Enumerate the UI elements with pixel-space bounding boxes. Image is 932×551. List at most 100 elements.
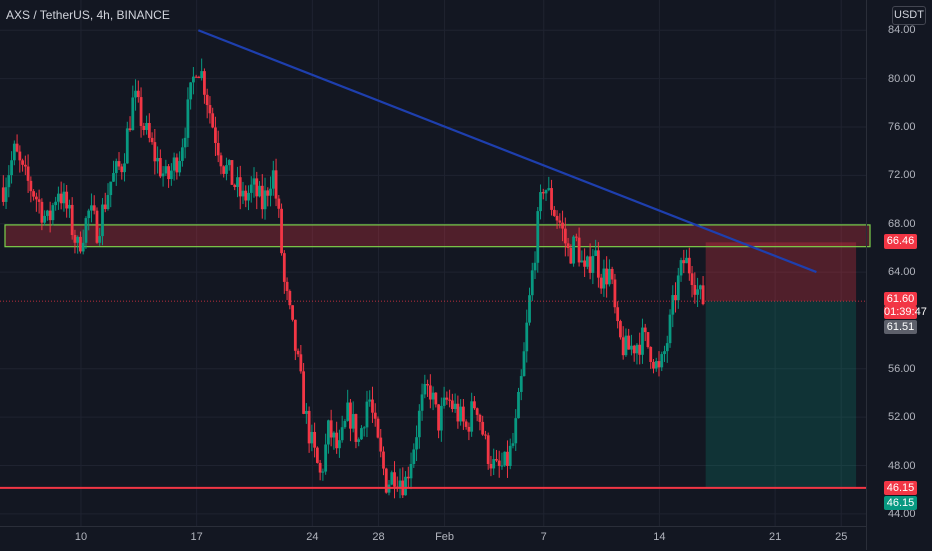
y-tick-label: 76.00 xyxy=(888,120,916,133)
candle-body xyxy=(654,361,658,369)
trendline xyxy=(197,29,817,274)
price-badge: 46.15 xyxy=(884,495,917,510)
candle-body xyxy=(533,262,537,271)
x-tick-label: Feb xyxy=(435,531,455,543)
candle-body xyxy=(29,180,33,192)
candle-body xyxy=(594,250,598,256)
candle-body xyxy=(635,344,639,354)
candle-body xyxy=(227,160,231,166)
candle-body xyxy=(671,295,675,315)
candles xyxy=(1,58,705,499)
candle-body xyxy=(619,321,622,338)
candle-body xyxy=(572,236,575,264)
candle-body xyxy=(161,173,165,177)
currency-badge[interactable]: USDT xyxy=(892,6,926,25)
candle-body xyxy=(690,273,694,285)
candle-body xyxy=(95,210,99,243)
candle-body xyxy=(136,90,140,98)
candle-body xyxy=(412,449,416,464)
candle-body xyxy=(90,205,93,211)
candle-body xyxy=(282,253,286,282)
candle-body xyxy=(685,257,688,264)
candle-body xyxy=(360,428,363,440)
candle-body xyxy=(652,361,655,369)
candle-body xyxy=(437,404,440,431)
candle-body xyxy=(580,260,584,263)
candle-body xyxy=(346,402,350,421)
candle-body xyxy=(365,401,369,428)
candle-body xyxy=(128,128,132,131)
candle-body xyxy=(682,260,686,264)
candle-body xyxy=(147,123,151,138)
candle-body xyxy=(103,204,107,210)
candle-body xyxy=(70,204,74,236)
y-tick-label: 72.00 xyxy=(888,169,916,182)
candle-body xyxy=(530,270,534,296)
x-tick-label: 7 xyxy=(540,531,547,543)
candle-body xyxy=(461,406,465,422)
candle-body xyxy=(45,210,49,216)
position-target-zone xyxy=(705,301,857,488)
candle-body xyxy=(390,472,394,485)
candle-body xyxy=(448,399,452,401)
candle-body xyxy=(200,71,204,78)
candle-body xyxy=(12,143,16,161)
candle-body xyxy=(561,222,564,229)
candle-body xyxy=(241,190,245,197)
candle-body xyxy=(101,204,104,237)
candle-body xyxy=(351,414,355,429)
candle-body xyxy=(668,314,672,344)
candle-body xyxy=(519,376,523,392)
candle-body xyxy=(698,285,702,290)
candle-body xyxy=(274,170,278,199)
candle-body xyxy=(544,190,548,194)
x-tick-label: 25 xyxy=(835,531,848,543)
candle-body xyxy=(500,465,504,467)
candle-body xyxy=(230,160,234,185)
candle-body xyxy=(420,394,424,411)
candle-body xyxy=(517,391,520,419)
candle-body xyxy=(112,173,115,182)
candle-body xyxy=(693,284,697,295)
candle-body xyxy=(76,236,80,243)
candle-body xyxy=(48,210,52,221)
x-tick-label: 17 xyxy=(190,531,203,543)
candle-body xyxy=(214,127,217,144)
price-axis[interactable] xyxy=(866,0,932,550)
candle-body xyxy=(632,345,636,354)
candle-body xyxy=(547,188,551,191)
candle-body xyxy=(354,414,358,442)
candle-body xyxy=(81,242,85,252)
candle-body xyxy=(335,432,339,449)
candle-body xyxy=(428,385,432,400)
candle-body xyxy=(192,76,195,83)
candle-body xyxy=(271,170,275,189)
candle-body xyxy=(489,463,493,469)
candle-body xyxy=(139,97,143,126)
candle-body xyxy=(153,142,157,162)
candle-body xyxy=(23,164,27,167)
candle-body xyxy=(114,161,118,174)
candle-body xyxy=(302,371,306,414)
y-tick-label: 64.00 xyxy=(888,266,916,279)
candle-body xyxy=(266,190,270,196)
candle-body xyxy=(117,161,121,167)
candle-body xyxy=(379,437,383,452)
candle-body xyxy=(439,405,443,431)
candle-body xyxy=(558,220,562,223)
candle-body xyxy=(285,281,289,291)
time-axis[interactable] xyxy=(0,526,866,551)
candle-body xyxy=(417,410,421,438)
candle-body xyxy=(613,279,617,308)
candle-body xyxy=(225,165,228,174)
candle-body xyxy=(434,392,438,405)
candle-body xyxy=(211,113,215,128)
candle-body xyxy=(608,268,611,285)
candle-body xyxy=(657,361,661,368)
candle-body xyxy=(426,383,429,386)
candle-body xyxy=(701,285,705,305)
candle-body xyxy=(158,158,162,177)
candle-body xyxy=(205,94,209,106)
candle-body xyxy=(602,268,606,289)
